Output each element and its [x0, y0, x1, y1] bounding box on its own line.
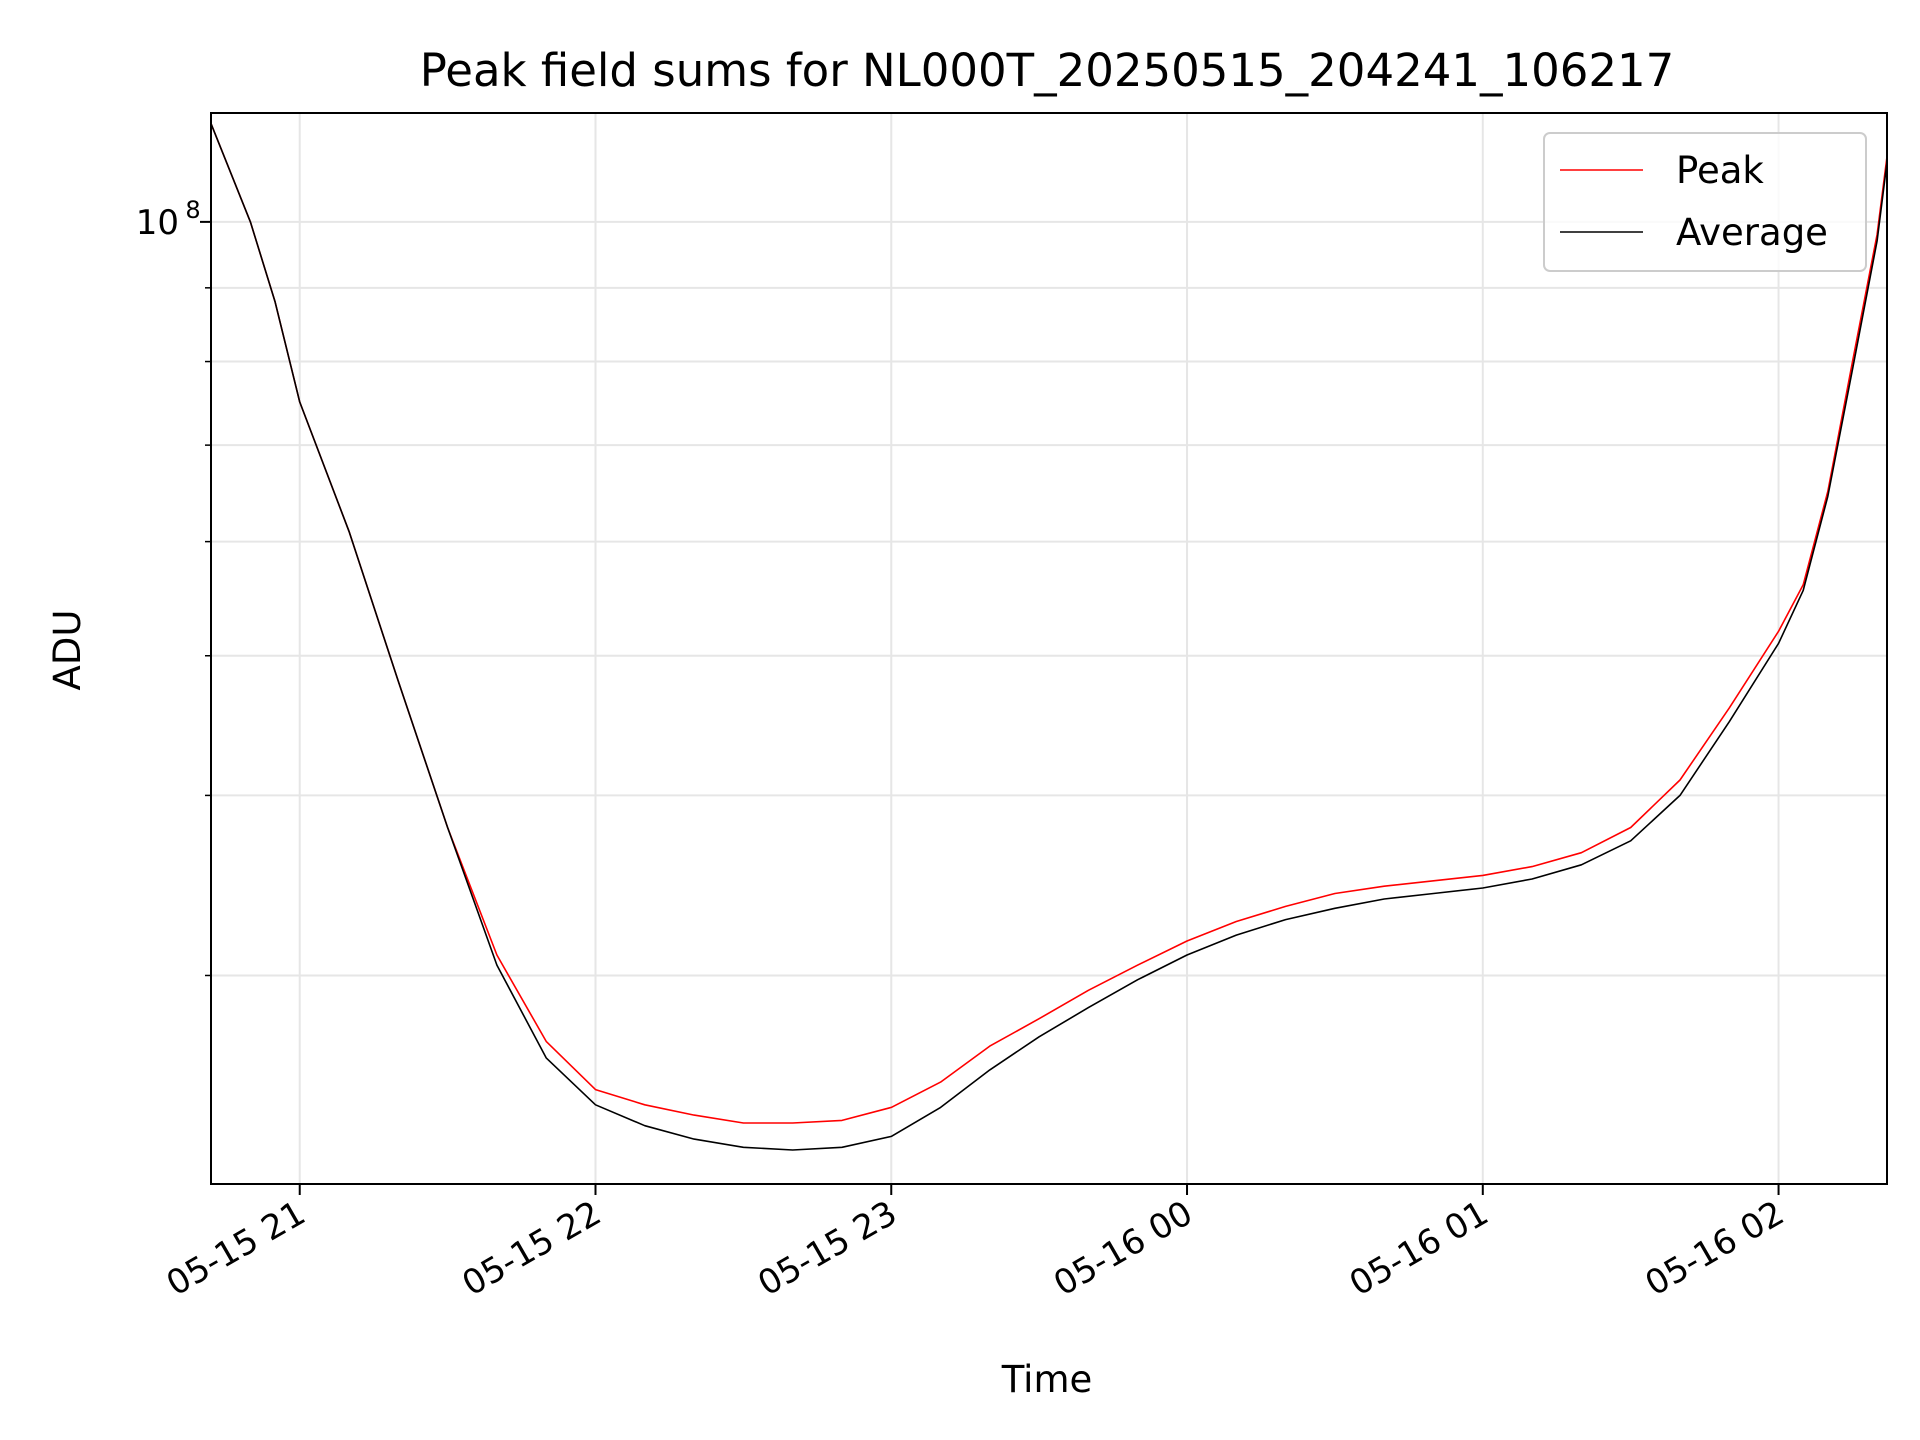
series-line-average	[210, 123, 1888, 1151]
grid	[211, 113, 1887, 1184]
x-axis-label: Time	[1001, 1358, 1093, 1401]
legend: Peak Average	[1543, 132, 1867, 272]
series-layer	[210, 123, 1888, 1151]
legend-label-peak: Peak	[1676, 149, 1764, 192]
chart-title: Peak field sums for NL000T_20250515_2042…	[420, 44, 1675, 97]
plot-area-frame	[210, 112, 1888, 1185]
legend-label-average: Average	[1676, 211, 1828, 254]
y-tick-label-exponent-0: 8	[185, 196, 200, 224]
legend-box	[1543, 132, 1867, 272]
y-tick-label-0: 10	[136, 203, 179, 243]
series-line-peak	[210, 123, 1888, 1124]
y-axis-label: ADU	[46, 610, 89, 691]
